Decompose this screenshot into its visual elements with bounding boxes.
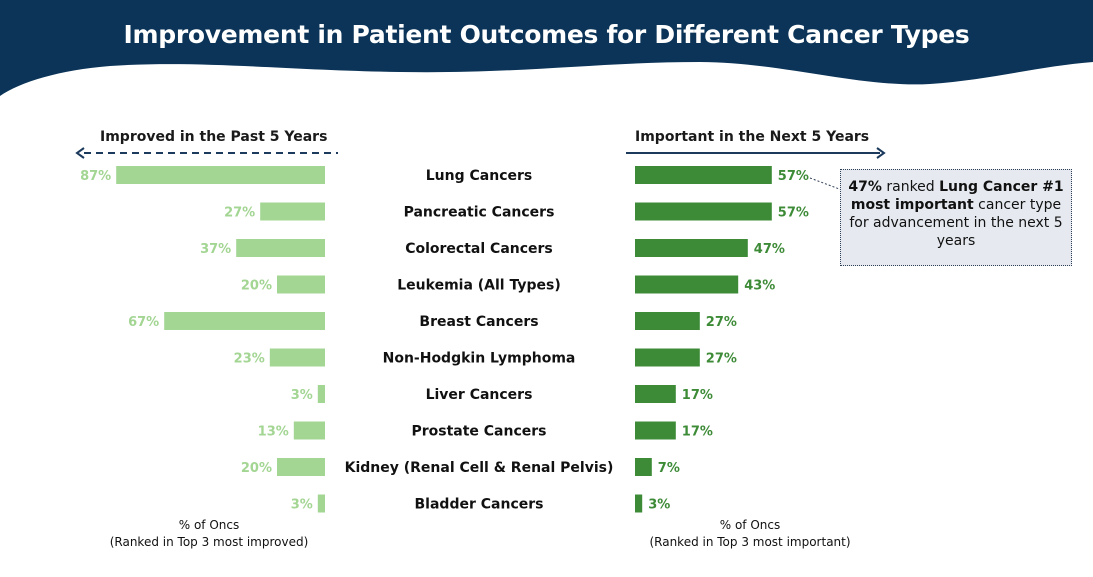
right-bar <box>635 275 739 294</box>
category-label: Leukemia (All Types) <box>397 278 561 294</box>
right-value-label: 57% <box>778 169 809 184</box>
right-bar <box>635 385 676 403</box>
right-footer-line1: % of Oncs <box>720 518 781 532</box>
left-value-label: 27% <box>224 206 255 221</box>
left-arrow <box>75 147 338 159</box>
category-label: Kidney (Renal Cell & Renal Pelvis) <box>345 460 614 476</box>
right-value-label: 43% <box>744 279 775 294</box>
left-value-label: 13% <box>258 425 289 440</box>
category-label: Colorectal Cancers <box>405 241 553 257</box>
right-value-label: 17% <box>682 425 713 440</box>
right-value-label: 57% <box>778 206 809 221</box>
left-bar <box>277 275 325 294</box>
right-value-label: 17% <box>682 388 713 403</box>
left-bar <box>116 166 325 184</box>
right-value-label: 27% <box>706 352 737 367</box>
callout-box: 47% ranked Lung Cancer #1 most important… <box>840 169 1072 266</box>
left-bar <box>269 348 325 367</box>
left-bar <box>317 385 325 403</box>
left-footer-line1: % of Oncs <box>179 518 240 532</box>
right-bar <box>635 202 772 221</box>
left-header: Improved in the Past 5 Years <box>100 129 327 145</box>
category-label: Bladder Cancers <box>415 497 544 513</box>
left-value-label: 3% <box>291 388 313 403</box>
left-bar <box>236 239 325 257</box>
left-value-label: 87% <box>80 169 111 184</box>
callout-text-1: ranked <box>881 179 940 195</box>
category-label: Non-Hodgkin Lymphoma <box>383 351 576 367</box>
left-footer-line2: (Ranked in Top 3 most improved) <box>110 535 309 549</box>
left-bar <box>277 458 325 476</box>
right-bar <box>635 166 772 184</box>
right-value-label: 7% <box>658 461 680 476</box>
right-value-label: 27% <box>706 315 737 330</box>
callout-strong-1: 47% <box>848 179 882 195</box>
left-value-label: 67% <box>128 315 159 330</box>
left-value-label: 3% <box>291 498 313 513</box>
bars-group: 87% 57% Lung Cancers 27% 57% Pancreatic Cance… <box>80 166 809 513</box>
category-label: Lung Cancers <box>426 168 532 184</box>
right-value-label: 3% <box>648 498 670 513</box>
callout-connector <box>809 177 843 191</box>
left-value-label: 23% <box>234 352 265 367</box>
right-header: Important in the Next 5 Years <box>635 129 869 145</box>
left-bar <box>317 494 325 513</box>
left-bar <box>260 202 325 221</box>
callout-text-2: cancer type for advancement in the next … <box>849 197 1063 249</box>
right-footer-line2: (Ranked in Top 3 most important) <box>649 535 850 549</box>
right-bar <box>635 312 700 330</box>
chart-title: Improvement in Patient Outcomes for Diff… <box>123 20 970 49</box>
callout-strong-2: Lung Cancer #1 most important <box>850 179 1064 213</box>
right-bar <box>635 458 652 476</box>
title-banner <box>0 0 1093 96</box>
right-bar <box>635 239 748 257</box>
left-value-label: 37% <box>200 242 231 257</box>
left-value-label: 20% <box>241 279 272 294</box>
left-bar <box>164 312 325 330</box>
right-bar <box>635 421 676 440</box>
right-bar <box>635 348 700 367</box>
left-value-label: 20% <box>241 461 272 476</box>
right-arrow <box>626 147 886 159</box>
category-label: Prostate Cancers <box>411 424 546 440</box>
left-bar <box>293 421 325 440</box>
right-bar <box>635 494 643 513</box>
category-label: Liver Cancers <box>426 387 533 403</box>
category-label: Breast Cancers <box>419 314 538 330</box>
category-label: Pancreatic Cancers <box>404 205 555 221</box>
right-value-label: 47% <box>754 242 785 257</box>
